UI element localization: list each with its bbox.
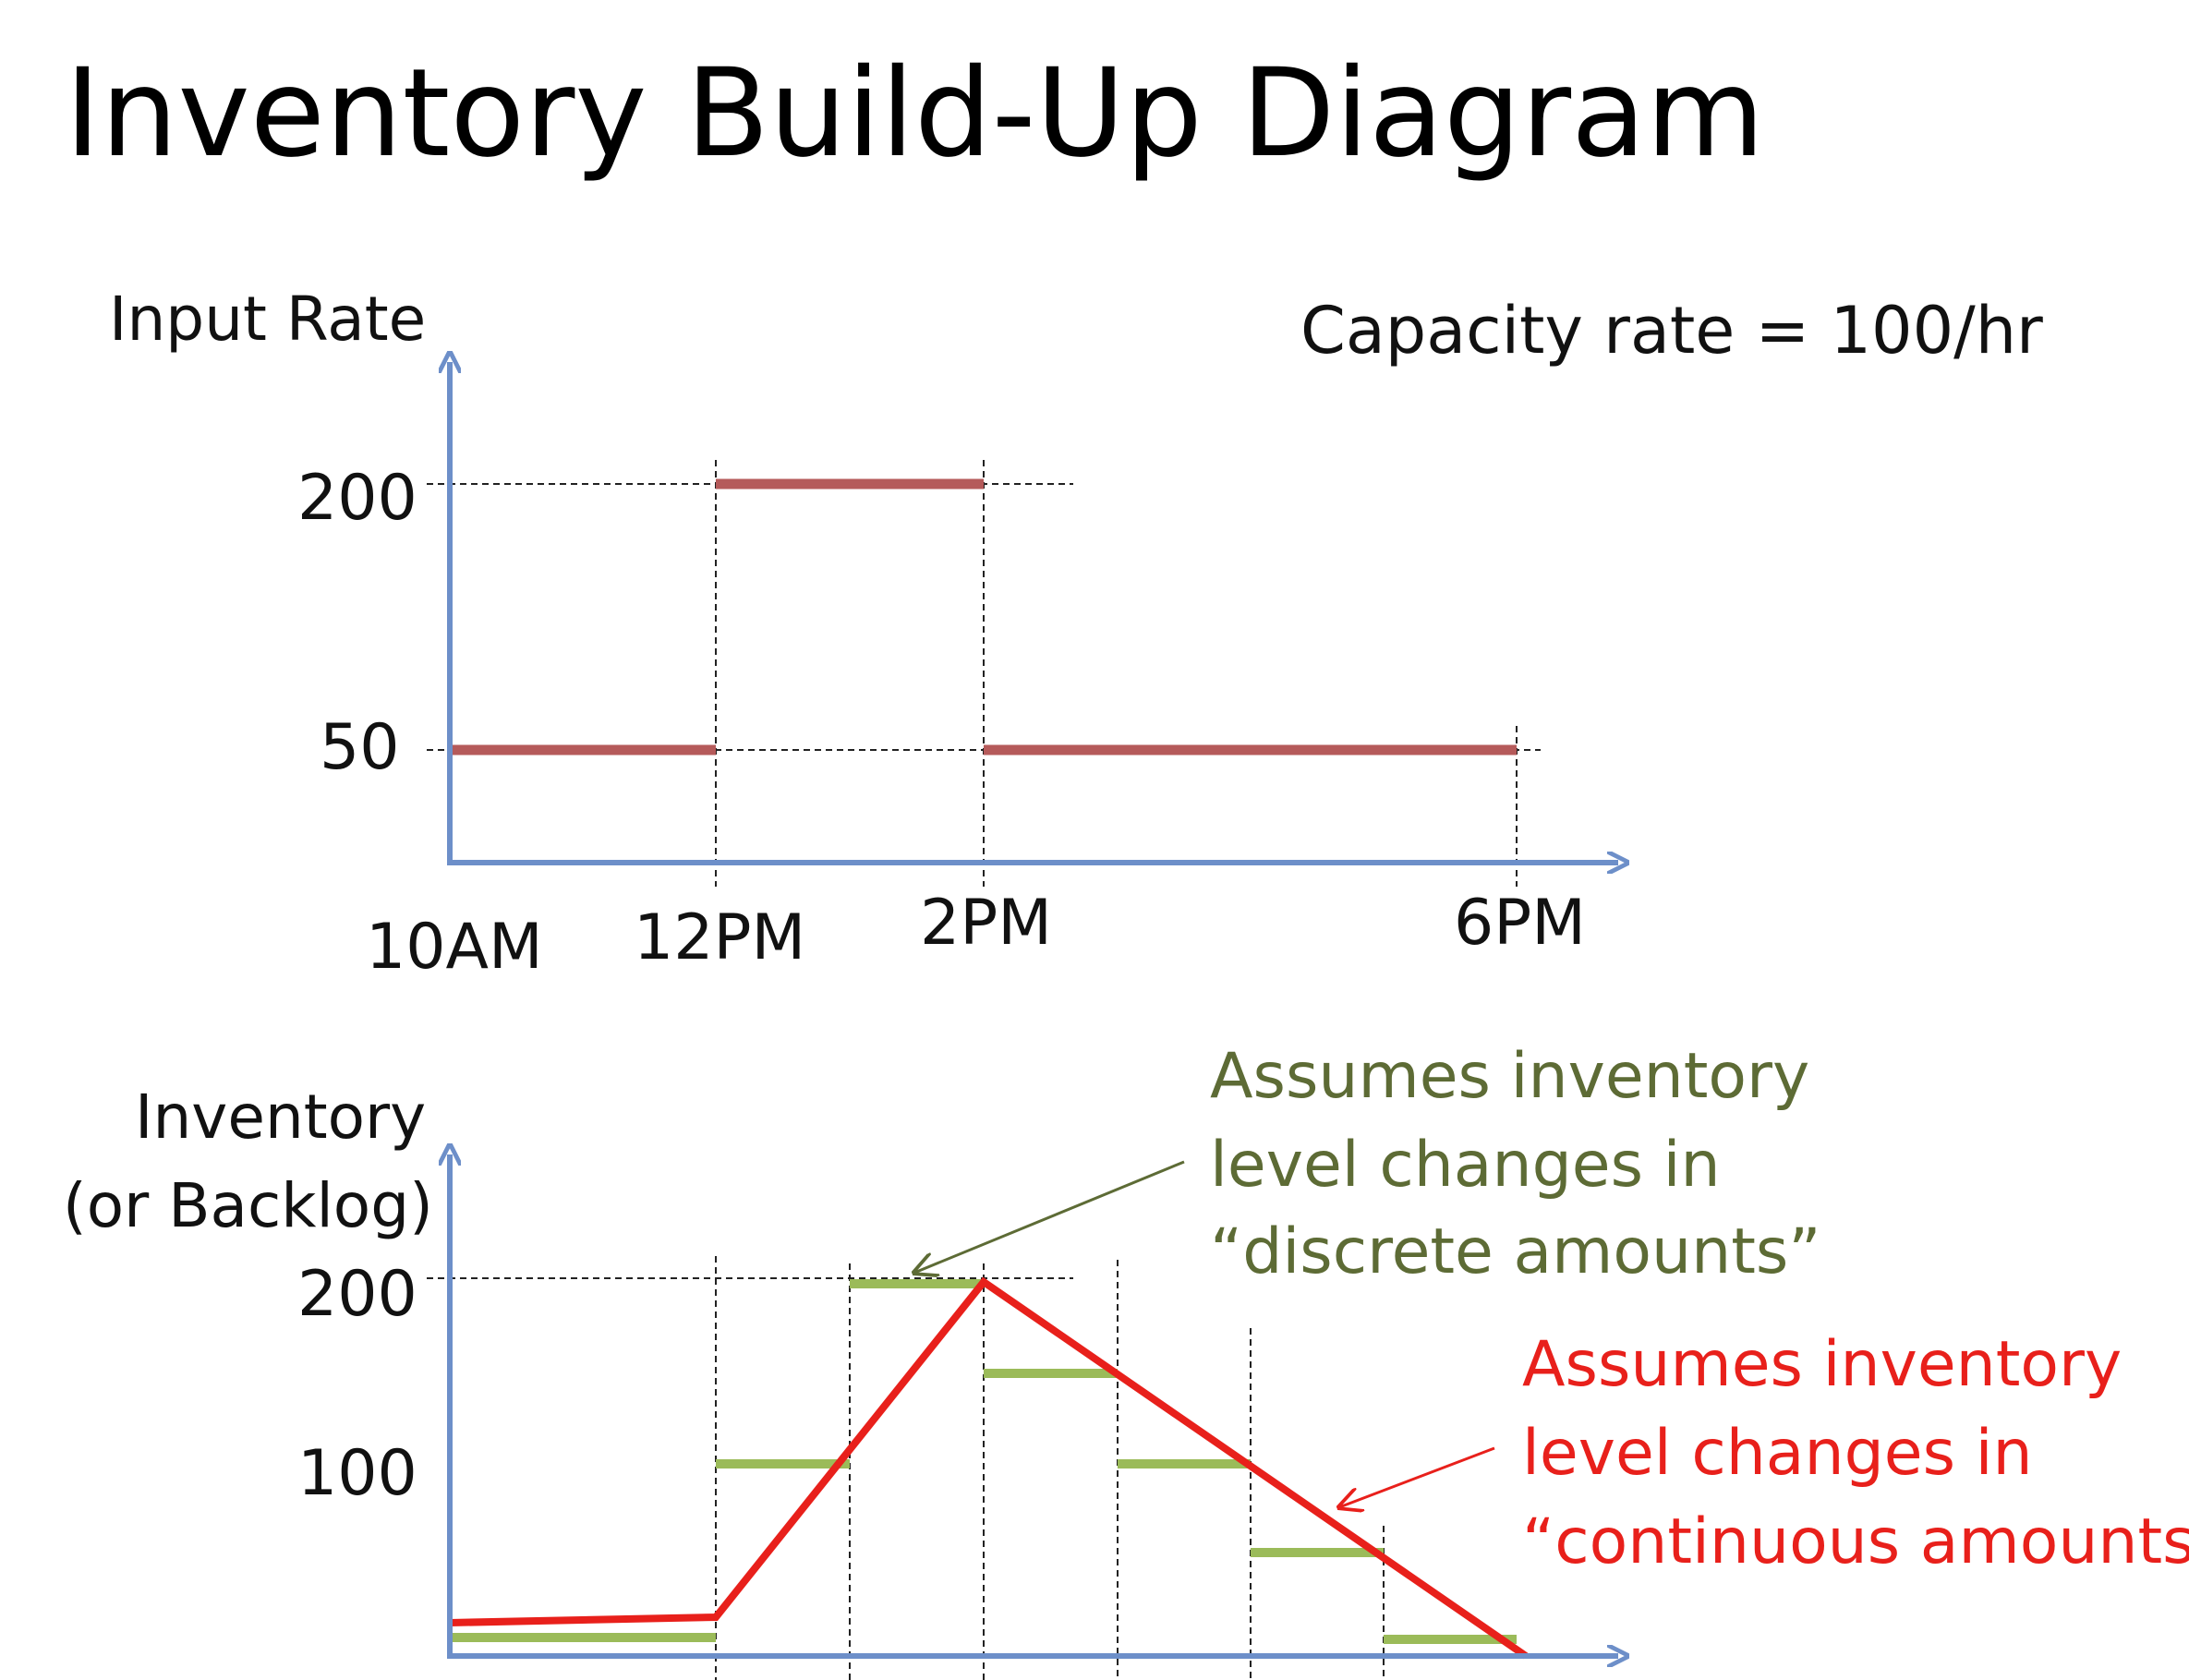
input-rate-chart: Input Rate Capacity rate = 100/hr 200 50… (109, 284, 2043, 984)
discrete-note: Assumes inventory level changes in “disc… (1210, 1040, 1821, 1288)
discrete-steps-series (450, 1279, 1517, 1644)
continuous-note-arrow (1339, 1446, 1495, 1507)
discrete-note-line3: “discrete amounts” (1210, 1215, 1821, 1288)
x-tick-10am: 10AM (366, 911, 543, 984)
capacity-rate-label: Capacity rate = 100/hr (1300, 293, 2043, 369)
continuous-note-line1: Assumes inventory (1522, 1328, 2122, 1401)
discrete-note-line2: level changes in (1210, 1129, 1721, 1202)
continuous-note: Assumes inventory level changes in “cont… (1522, 1328, 2189, 1578)
top-guide-lines (427, 460, 1541, 887)
page-title: Inventory Build-Up Diagram (65, 42, 1765, 185)
bottom-y-tick-200: 200 (297, 1258, 417, 1331)
discrete-note-line1: Assumes inventory (1210, 1040, 1809, 1113)
input-rate-series (450, 478, 1517, 755)
x-tick-12pm: 12PM (634, 901, 805, 974)
x-tick-6pm: 6PM (1454, 887, 1586, 960)
bottom-y-axis-label-line1: Inventory (135, 1082, 426, 1153)
top-y-tick-50: 50 (320, 711, 400, 784)
continuous-note-line3: “continuous amounts” (1522, 1505, 2189, 1578)
bottom-y-tick-100: 100 (297, 1437, 417, 1510)
inventory-chart: Inventory (or Backlog) 200 (63, 1040, 2189, 1680)
discrete-note-arrow (914, 1160, 1185, 1273)
continuous-note-line2: level changes in (1522, 1417, 2033, 1490)
bottom-y-axis-label-line2: (or Backlog) (63, 1170, 433, 1241)
continuous-inventory-line (449, 1276, 1529, 1660)
x-tick-2pm: 2PM (920, 887, 1052, 960)
top-y-axis-label: Input Rate (109, 284, 426, 355)
top-y-tick-200: 200 (297, 462, 417, 535)
